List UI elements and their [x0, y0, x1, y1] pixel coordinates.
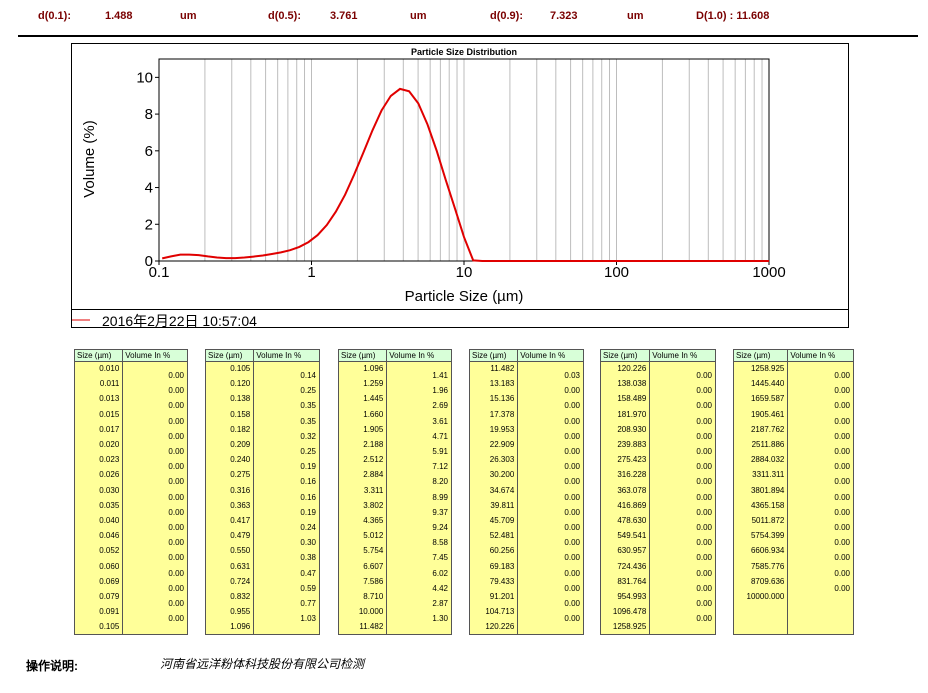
d09-unit: um — [627, 10, 644, 22]
volume-column: 0.00 0.00 0.00 0.00 0.00 0.00 0.00 0.00 … — [696, 371, 712, 624]
y-tick-label: 8 — [145, 106, 153, 123]
volume-header: Volume In % — [122, 349, 188, 362]
d09-label: d(0.9): — [490, 10, 523, 22]
particle-size-chart: Particle Size Distribution 0 2 4 6 8 10 0.1 1 1… — [72, 47, 786, 327]
x-tick-label: 10 — [456, 264, 473, 281]
volume-column: 0.14 0.25 0.35 0.35 0.32 0.25 0.19 0.16 … — [300, 371, 316, 624]
d05-value: 3.761 — [330, 10, 358, 22]
d01-unit: um — [180, 10, 197, 22]
size-column: 11.482 13.183 15.136 17.378 19.953 22.90… — [485, 364, 515, 632]
header-rule — [18, 35, 918, 37]
x-tick-label: 0.1 — [149, 264, 170, 281]
size-header: Size (µm) — [599, 349, 651, 362]
x-tick-label: 100 — [604, 264, 629, 281]
size-table-3: Size (µm) Volume In % 1.096 1.259 1.445 1… — [337, 349, 452, 635]
d10-text: D(1.0) : 11.608 — [696, 10, 770, 22]
size-table-6: Size (µm) Volume In % 1258.925 1445.440 1… — [732, 349, 854, 635]
volume-header: Volume In % — [253, 349, 320, 362]
volume-header: Volume In % — [787, 349, 854, 362]
size-header: Size (µm) — [468, 349, 519, 362]
chart-title: Particle Size Distribution — [411, 47, 517, 57]
x-tick-label: 1 — [307, 264, 315, 281]
x-axis: 0.1 1 10 100 1000 — [149, 261, 786, 281]
y-tick-label: 2 — [145, 216, 153, 233]
size-header: Size (µm) — [73, 349, 124, 362]
d05-label: d(0.5): — [268, 10, 301, 22]
y-axis: 0 2 4 6 8 10 — [136, 69, 159, 270]
size-column: 0.105 0.120 0.138 0.158 0.182 0.209 0.24… — [230, 364, 251, 632]
size-table-2: Size (µm) Volume In % 0.105 0.120 0.138 0… — [204, 349, 320, 635]
x-axis-label: Particle Size (µm) — [405, 288, 524, 305]
size-column: 1258.925 1445.440 1659.587 1905.461 2187… — [746, 364, 785, 602]
chart-frame: Particle Size Distribution 0 2 4 6 8 10 0.1 1 1… — [71, 43, 849, 328]
y-tick-label: 4 — [145, 180, 153, 197]
volume-column: 1.41 1.96 2.69 3.61 4.71 5.91 7.12 8.20 … — [432, 371, 448, 624]
d01-value: 1.488 — [105, 10, 133, 22]
size-column: 0.010 0.011 0.013 0.015 0.017 0.020 0.02… — [99, 364, 120, 632]
size-header: Size (µm) — [732, 349, 789, 362]
size-table-4: Size (µm) Volume In % 11.482 13.183 15.13… — [468, 349, 584, 635]
legend-timestamp: 2016年2月22日 10:57:04 — [102, 313, 257, 327]
operation-notes-label: 操作说明: — [26, 659, 78, 673]
size-header: Size (µm) — [204, 349, 255, 362]
y-tick-label: 0 — [145, 253, 153, 270]
size-table-1: Size (µm) Volume In % 0.010 0.011 0.013 0… — [73, 349, 188, 635]
d01-label: d(0.1): — [38, 10, 71, 22]
y-axis-label: Volume (%) — [81, 120, 98, 198]
volume-column: 0.00 0.00 0.00 0.00 0.00 0.00 0.00 0.00 … — [834, 371, 850, 593]
volume-column: 0.03 0.00 0.00 0.00 0.00 0.00 0.00 0.00 … — [564, 371, 580, 624]
volume-header: Volume In % — [649, 349, 716, 362]
volume-header: Volume In % — [386, 349, 452, 362]
volume-header: Volume In % — [517, 349, 584, 362]
d05-unit: um — [410, 10, 427, 22]
x-tick-label: 1000 — [752, 264, 785, 281]
size-column: 120.226 138.038 158.489 181.970 208.930 … — [612, 364, 647, 632]
size-header: Size (µm) — [337, 349, 388, 362]
chart-grid — [158, 59, 770, 261]
d09-value: 7.323 — [550, 10, 578, 22]
legend-separator — [71, 309, 849, 310]
volume-series-line — [161, 87, 769, 262]
volume-column: 0.00 0.00 0.00 0.00 0.00 0.00 0.00 0.00 … — [168, 371, 184, 624]
y-tick-label: 10 — [136, 69, 153, 86]
company-name: 河南省远洋粉体科技股份有限公司检测 — [160, 657, 365, 671]
size-column: 1.096 1.259 1.445 1.660 1.905 2.188 2.51… — [358, 364, 384, 632]
y-tick-label: 6 — [145, 143, 153, 160]
size-table-5: Size (µm) Volume In % 120.226 138.038 158… — [599, 349, 716, 635]
